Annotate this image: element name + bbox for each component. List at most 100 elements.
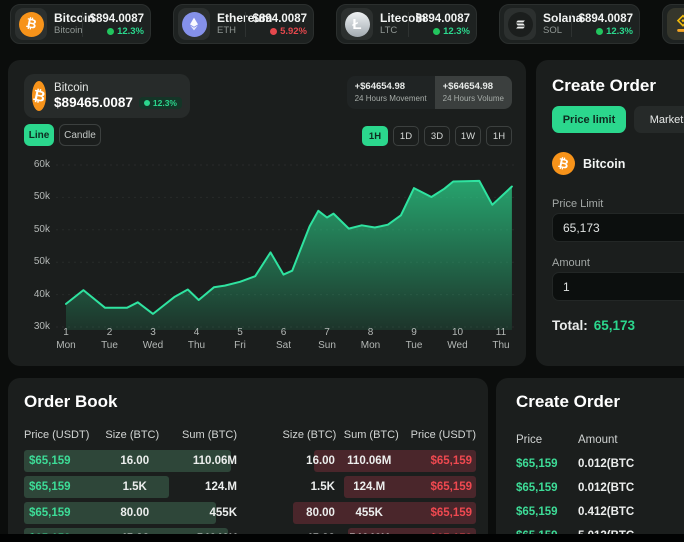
x-axis-label: 6 Sat (275, 327, 291, 351)
timeframe-3d-button[interactable]: 3D (424, 126, 450, 146)
timeframe-1h-button[interactable]: 1H (362, 126, 388, 146)
x-axis-label: 10 Wed (447, 327, 468, 351)
ticker-symbol: SOL (543, 25, 563, 36)
ask-row[interactable]: 45.22 54646K $65,159 (263, 528, 476, 534)
timeframe-1h2-button[interactable]: 1H (486, 126, 512, 146)
col-header: Amount (578, 434, 618, 446)
stat-label: 24 Hours Movement (354, 94, 427, 103)
icon-well (667, 8, 684, 40)
total-row: Total: 65,173 (552, 318, 635, 333)
bids-header-row: Price (USDT) Size (BTC) Sum (BTC) (24, 424, 237, 446)
panel-title: Order Book (24, 392, 118, 411)
bid-price: $65,159 (24, 533, 101, 534)
order-book-panel: Order Book Price (USDT) Size (BTC) Sum (… (8, 378, 488, 534)
depth-bar (24, 450, 231, 472)
trade-row[interactable]: $65,159 5.012(BTC (516, 524, 684, 534)
y-axis-label: 50k (33, 191, 50, 203)
bitcoin-icon: ₿ (552, 152, 575, 175)
ask-size: 45.22 (263, 533, 335, 534)
line-chart-button[interactable]: Line (24, 124, 54, 146)
bid-size: 1.5K (122, 481, 147, 493)
trade-row[interactable]: $65,159 0.012(BTC (516, 452, 684, 476)
ticker-symbol: ETH (217, 25, 236, 36)
price-chart-panel: ₿ Bitcoin $89465.0087 12.3% +$64654.98 2… (8, 60, 526, 366)
stat-value: +$64654.98 (442, 81, 494, 92)
bitcoin-icon: ₿ (18, 11, 44, 37)
price-limit-input[interactable] (552, 213, 684, 242)
ask-price: $65,159 (430, 507, 473, 519)
ticker-symbol: Bitcoin (54, 25, 83, 36)
ticker-name: Bitcoin (54, 11, 95, 25)
tab-market-price[interactable]: Market price (634, 106, 684, 133)
price-chart-svg[interactable] (56, 160, 514, 330)
ask-row[interactable]: 16.00 110.06M $65,159 (263, 450, 476, 472)
ticker-price: $894.0087 (415, 12, 470, 25)
ask-sum: 455K (355, 507, 383, 519)
x-axis-label: 7 Sun (318, 327, 336, 351)
amount-input[interactable] (552, 272, 684, 301)
total-value: 65,173 (593, 318, 636, 333)
chart-coin-name: Bitcoin (54, 81, 89, 94)
x-axis-label: 5 Fri (234, 327, 246, 351)
bid-row[interactable]: $65,159 1.5K 124.M (24, 476, 237, 498)
bid-row[interactable]: $65,159 45.22 54646K (24, 528, 237, 534)
trade-price: $65,159 (516, 506, 558, 518)
bid-size: 45.22 (101, 533, 169, 534)
depth-bar (292, 502, 476, 524)
timeframe-1w-button[interactable]: 1W (455, 126, 481, 146)
bid-row[interactable]: $65,159 16.00 110.06M (24, 450, 237, 472)
candle-chart-button[interactable]: Candle (59, 124, 101, 146)
tab-price-limit[interactable]: Price limit (552, 106, 626, 133)
ticker-price: $894.0087 (89, 12, 144, 25)
bid-sum: 455K (209, 507, 238, 519)
stat-24h-volume: +$64654.98 24 Hours Volume (434, 76, 512, 109)
panel-title: Create Order (552, 76, 656, 95)
bid-price: $65,159 (29, 481, 71, 493)
ticker-symbol: LTC (380, 25, 398, 36)
bitcoin-icon: ₿ (31, 81, 47, 111)
x-axis-label: 8 Mon (360, 327, 381, 351)
x-axis-label: 3 Wed (142, 327, 164, 351)
timeframe-1d-button[interactable]: 1D (393, 126, 419, 146)
ask-row[interactable]: 1.5K 124.M $65,159 (263, 476, 476, 498)
col-header: Size (BTC) (105, 429, 160, 441)
ticker-change: 12.3% (443, 25, 470, 37)
ticker-price: $894.0087 (252, 12, 307, 25)
ticker-card-litecoin[interactable]: Ł Litecoin LTC $894.0087 12.3% (336, 4, 477, 44)
stat-label: 24 Hours Volume (442, 94, 504, 103)
ticker-card-bitcoin[interactable]: ₿ Bitcoin Bitcoin $894.0087 12.3% (10, 4, 151, 44)
asks-header-row: Size (BTC) Sum (BTC) Price (USDT) (263, 424, 476, 446)
up-dot-icon (596, 27, 604, 35)
bid-sum: 110.06M (192, 455, 238, 467)
selected-coin: Bitcoin (583, 156, 626, 171)
ask-size: 1.5K (310, 481, 335, 493)
bids-table: Price (USDT) Size (BTC) Sum (BTC) $65,15… (24, 424, 237, 534)
depth-bar (314, 450, 476, 472)
ticker-price: $894.0087 (578, 12, 633, 25)
chart-coin-chip[interactable]: ₿ Bitcoin $89465.0087 12.3% (24, 74, 190, 118)
x-axis-label: 9 Tue (405, 327, 423, 351)
col-header: Sum (BTC) (182, 429, 238, 441)
y-axis-label: 50k (33, 256, 50, 268)
stat-value: +$64654.98 (354, 81, 406, 92)
ticker-card-ethereum[interactable]: Ethereum ETH $894.0087 5.92% (173, 4, 314, 44)
ticker-card-bnb[interactable] (662, 4, 684, 44)
trades-header-row: Price Amount (516, 428, 684, 452)
x-axis-label: 4 Thu (187, 327, 206, 351)
total-label: Total: (552, 318, 588, 333)
icon-well (178, 8, 210, 40)
ask-row[interactable]: 80.00 455K $65,159 (263, 502, 476, 524)
bid-row[interactable]: $65,159 80.00 455K (24, 502, 237, 524)
trade-row[interactable]: $65,159 0.012(BTC (516, 476, 684, 500)
ask-sum: 110.06M (347, 455, 392, 467)
ask-price: $65,159 (403, 533, 476, 534)
btc-glyph: ₿ (31, 85, 47, 107)
trade-price: $65,159 (516, 458, 558, 470)
trade-price: $65,159 (516, 482, 558, 494)
col-header: Price (USDT) (24, 429, 90, 441)
coin-selector[interactable]: ₿ Bitcoin (552, 152, 625, 175)
trade-row[interactable]: $65,159 0.412(BTC (516, 500, 684, 524)
ticker-card-solana[interactable]: Solana SOL $894.0087 12.3% (499, 4, 640, 44)
change-badge: 12.3% (138, 96, 182, 109)
ticker-name: Solana (543, 11, 583, 25)
